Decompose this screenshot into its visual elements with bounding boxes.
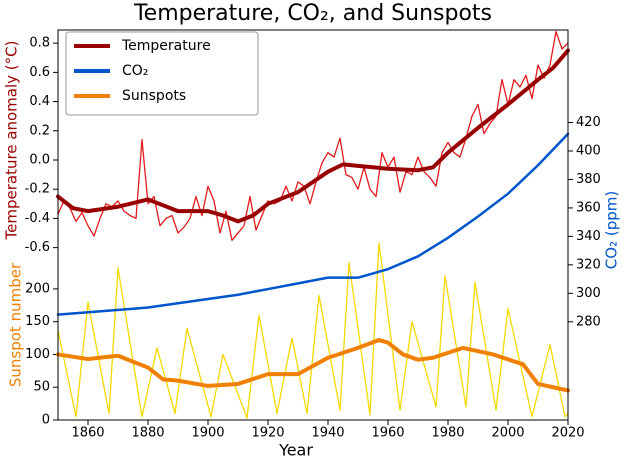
legend-label: Sunspots	[122, 88, 186, 104]
y2-tick-label: 360	[576, 200, 601, 215]
x-tick-label: 1900	[191, 426, 224, 441]
legend-label: CO₂	[122, 63, 148, 79]
y-tick-label: 0.8	[29, 36, 50, 51]
x-tick-label: 1940	[311, 426, 344, 441]
y3-axis-label: Sunspot number	[7, 262, 25, 387]
y3-tick-label: 100	[25, 347, 50, 362]
y3-tick-label: 50	[33, 380, 50, 395]
y-tick-label: -0.2	[25, 182, 50, 197]
y-axis-label: Temperature anomaly (°C)	[3, 41, 21, 241]
series-line	[57, 242, 569, 419]
x-tick-label: 1860	[71, 426, 104, 441]
y2-tick-label: 380	[576, 172, 601, 187]
x-tick-label: 1960	[371, 426, 404, 441]
legend-box	[65, 31, 259, 116]
y-tick-label: 0.4	[29, 94, 50, 109]
series-line	[57, 30, 569, 241]
series-line	[56, 338, 570, 393]
legend-label: Temperature	[121, 38, 211, 54]
plot-frame	[57, 29, 569, 421]
chart-title: Temperature, CO₂, and Sunspots	[133, 1, 492, 26]
x-axis-label: Year	[278, 441, 313, 460]
x-tick-label: 1880	[131, 426, 164, 441]
y-tick-label: 0.0	[29, 153, 50, 168]
series-line	[56, 48, 570, 224]
y-tick-label: 0.2	[29, 123, 50, 138]
y2-tick-label: 420	[576, 115, 601, 130]
x-tick-label: 2000	[491, 426, 524, 441]
x-tick-label: 2020	[551, 426, 584, 441]
y-tick-label: 0.6	[29, 65, 50, 80]
x-tick-label: 1920	[251, 426, 284, 441]
y3-tick-label: 0	[42, 413, 50, 428]
y2-tick-label: 340	[576, 229, 601, 244]
y-tick-label: -0.4	[25, 211, 50, 226]
x-tick-label: 1980	[431, 426, 464, 441]
y2-tick-label: 280	[576, 314, 601, 329]
y2-axis-label: CO₂ (ppm)	[603, 191, 621, 269]
y2-tick-label: 400	[576, 143, 601, 158]
y3-tick-label: 200	[25, 281, 50, 296]
series-line	[56, 132, 570, 316]
y3-tick-label: 150	[25, 314, 50, 329]
y2-tick-label: 320	[576, 257, 601, 272]
y-tick-label: -0.6	[25, 240, 50, 255]
y2-tick-label: 300	[576, 286, 601, 301]
